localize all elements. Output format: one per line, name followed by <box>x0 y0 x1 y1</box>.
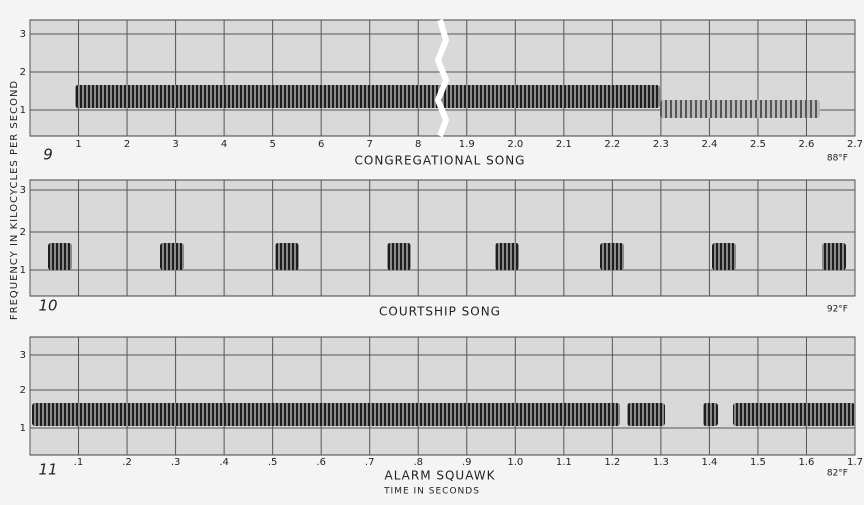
spectrogram-panel <box>29 179 856 297</box>
x-tick-label: 1.9 <box>459 139 475 150</box>
x-tick-label: 2.0 <box>507 139 523 150</box>
x-tick-label: 6 <box>318 139 324 150</box>
x-tick-label: 8 <box>415 139 421 150</box>
x-tick-label: 1.4 <box>701 457 717 468</box>
x-tick-label: 1.3 <box>653 457 669 468</box>
x-tick-label: .9 <box>462 457 472 468</box>
x-tick-label: .7 <box>365 457 375 468</box>
y-tick-label: 2 <box>20 67 26 78</box>
x-tick-label: 7 <box>367 139 373 150</box>
y-tick-label: 3 <box>20 29 26 40</box>
y-tick-label: 3 <box>20 350 26 361</box>
x-tick-label: 2.6 <box>799 139 815 150</box>
x-tick-label: 1.1 <box>556 457 572 468</box>
y-tick-label: 1 <box>20 105 26 116</box>
sound-band <box>733 403 855 426</box>
temperature: 92°F <box>827 305 848 315</box>
x-tick-label: .4 <box>219 457 229 468</box>
y-tick-label: 3 <box>20 185 26 196</box>
x-axis-label: TIME IN SECONDS <box>383 487 480 497</box>
x-tick-label: 5 <box>269 139 275 150</box>
y-tick-label: 2 <box>20 227 26 238</box>
x-tick-label: 2 <box>124 139 130 150</box>
x-tick-label: 3 <box>172 139 178 150</box>
panel-title: CONGREGATIONAL SONG <box>355 154 526 168</box>
sound-band <box>600 243 624 270</box>
x-tick-label: .2 <box>122 457 132 468</box>
panel-number: 9 <box>43 146 53 164</box>
sound-band <box>75 85 660 108</box>
y-axis-label: FREQUENCY IN KILOCYCLES PER SECOND <box>9 80 20 320</box>
sound-band <box>712 243 736 270</box>
x-tick-label: 2.2 <box>604 139 620 150</box>
x-tick-label: 1 <box>75 139 81 150</box>
spectrogram-panel <box>29 336 856 456</box>
temperature: 88°F <box>827 154 848 164</box>
x-tick-label: .1 <box>74 457 84 468</box>
sound-band <box>627 403 665 426</box>
x-tick-label: 1.2 <box>604 457 620 468</box>
sound-band <box>48 243 72 270</box>
axis-break <box>434 19 450 138</box>
sound-band <box>495 243 519 270</box>
sound-band <box>703 403 718 426</box>
x-tick-label: .6 <box>316 457 326 468</box>
x-tick-label: 1.6 <box>799 457 815 468</box>
sound-band <box>32 403 620 426</box>
x-tick-label: 2.5 <box>750 139 766 150</box>
panel-title: COURTSHIP SONG <box>379 305 501 319</box>
sound-band <box>275 243 299 270</box>
y-tick-label: 1 <box>20 423 26 434</box>
x-tick-label: .5 <box>268 457 278 468</box>
x-tick-label: 2.7 <box>847 139 863 150</box>
panel-number: 11 <box>38 461 57 479</box>
sound-band <box>660 100 820 118</box>
x-tick-label: .3 <box>171 457 181 468</box>
y-tick-label: 2 <box>20 385 26 396</box>
sound-band <box>387 243 411 270</box>
panel-number: 10 <box>38 297 57 315</box>
temperature: 82°F <box>827 469 848 479</box>
sound-band <box>822 243 846 270</box>
x-tick-label: 2.1 <box>556 139 572 150</box>
x-tick-label: 1.5 <box>750 457 766 468</box>
sound-band <box>160 243 184 270</box>
x-tick-label: 2.4 <box>701 139 717 150</box>
y-tick-label: 1 <box>20 265 26 276</box>
x-tick-label: 2.3 <box>653 139 669 150</box>
x-tick-label: .8 <box>413 457 423 468</box>
x-tick-label: 1.7 <box>847 457 863 468</box>
panel-title: ALARM SQUAWK <box>384 469 495 483</box>
x-tick-label: 4 <box>221 139 227 150</box>
x-tick-label: 1.0 <box>507 457 523 468</box>
